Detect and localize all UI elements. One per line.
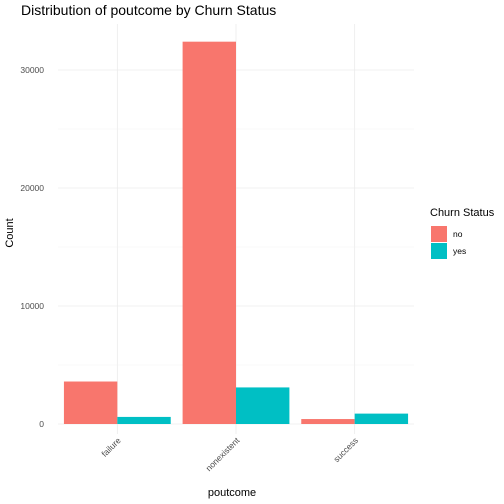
bar-success-no <box>301 419 355 424</box>
y-tick-label: 0 <box>39 419 44 429</box>
y-tick-label: 30000 <box>20 65 44 75</box>
legend-label-yes: yes <box>453 246 466 256</box>
bar-failure-yes <box>117 416 171 424</box>
legend: Churn Status no yes <box>430 207 495 259</box>
x-axis-title: poutcome <box>208 487 256 499</box>
legend-label-no: no <box>453 229 463 239</box>
legend-title: Churn Status <box>430 207 495 219</box>
legend-key-yes <box>431 243 447 259</box>
chart-title: Distribution of poutcome by Churn Status <box>21 2 276 18</box>
x-tick-label: failure <box>99 435 123 459</box>
bar-failure-no <box>63 381 118 424</box>
y-axis-title: Count <box>4 218 16 247</box>
bar-nonexistent-yes <box>236 387 290 424</box>
y-axis-ticks: 0 10000 20000 30000 <box>20 65 44 429</box>
x-tick-label: success <box>331 435 360 464</box>
x-tick-label: nonexistent <box>204 435 242 473</box>
x-axis-ticks: failure nonexistent success <box>99 435 360 473</box>
bar-nonexistent-no <box>182 41 236 425</box>
legend-key-no <box>431 226 447 242</box>
bars <box>63 41 409 425</box>
bar-success-yes <box>354 413 409 424</box>
y-tick-label: 20000 <box>20 183 44 193</box>
y-tick-label: 10000 <box>20 301 44 311</box>
